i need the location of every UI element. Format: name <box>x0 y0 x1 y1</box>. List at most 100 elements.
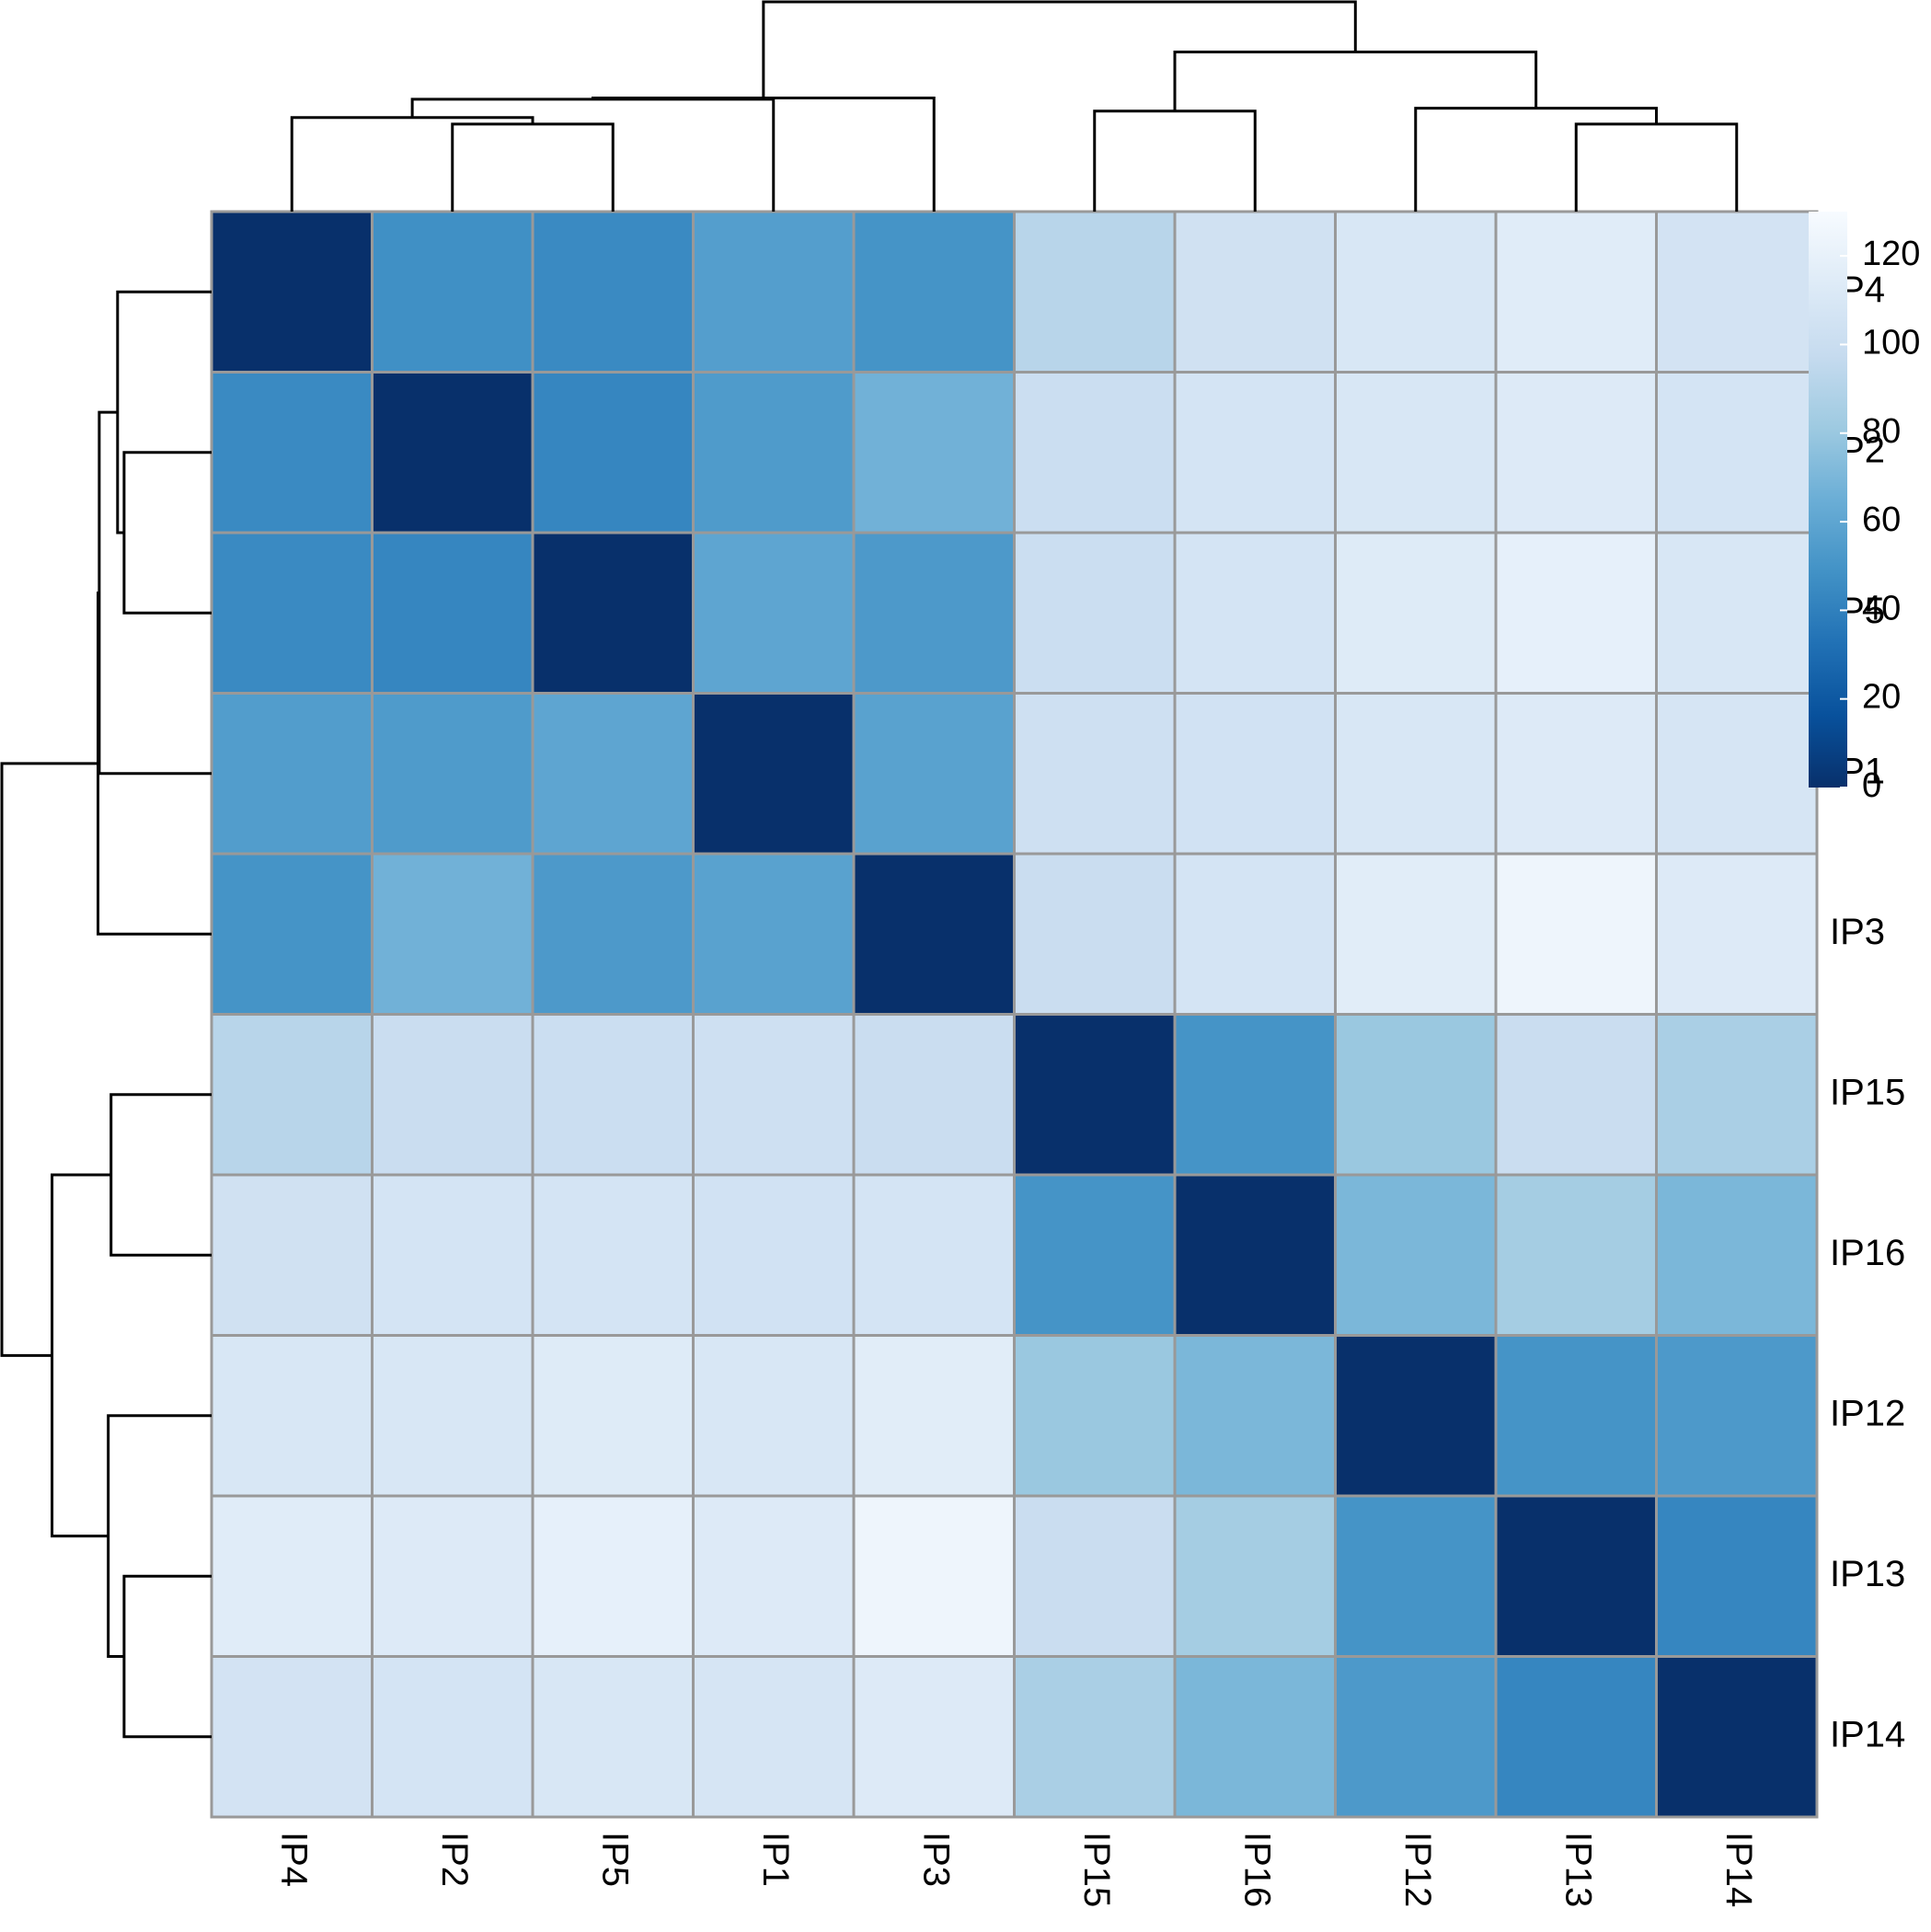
row-label: IP12 <box>1830 1393 1905 1433</box>
heatmap-cell <box>210 692 374 856</box>
heatmap-cell <box>692 210 856 374</box>
heatmap-cell <box>531 1173 695 1337</box>
heatmap-cell <box>1173 1494 1337 1658</box>
dendrogram-branch <box>410 98 776 212</box>
heatmap-cell <box>692 1013 856 1177</box>
heatmap-cell <box>1013 852 1177 1016</box>
dendrogram-branch <box>1093 109 1257 212</box>
dendrogram-branch <box>1173 51 1538 111</box>
heatmap-cell <box>852 1334 1016 1498</box>
heatmap-cell <box>1655 852 1819 1016</box>
heatmap-cell <box>210 852 374 1016</box>
legend-ticks: 0 20 40 60 80 100 120 <box>1840 235 1920 805</box>
heatmap-cell <box>1173 531 1337 695</box>
heatmap-cell <box>852 692 1016 856</box>
legend-tick-label: 120 <box>1862 235 1920 273</box>
heatmap-cell <box>371 1334 534 1498</box>
row-label: IP3 <box>1830 912 1885 952</box>
legend-tick-label: 20 <box>1862 678 1901 717</box>
heatmap-cell <box>531 1494 695 1658</box>
heatmap-cell <box>1494 531 1658 695</box>
heatmap-cell <box>1334 531 1498 695</box>
column-label: IP3 <box>916 1832 957 1887</box>
heatmap-cell <box>1173 1334 1337 1498</box>
heatmap-cell <box>1013 1173 1177 1337</box>
row-label: IP13 <box>1830 1554 1905 1594</box>
column-label: IP13 <box>1558 1832 1599 1907</box>
heatmap-cell <box>1173 1655 1337 1819</box>
legend-tick-label: 60 <box>1862 500 1901 539</box>
heatmap-cell <box>1655 1334 1819 1498</box>
heatmap-cell <box>1013 531 1177 695</box>
legend-tick-label: 100 <box>1862 323 1920 362</box>
heatmap-cell <box>1334 210 1498 374</box>
heatmap-cell <box>210 1013 374 1177</box>
dendrogram-branch <box>98 410 212 776</box>
dendrogram-branch <box>109 1093 212 1257</box>
heatmap-cell <box>1655 1013 1819 1177</box>
heatmap-cell <box>692 852 856 1016</box>
heatmap-cell <box>1173 692 1337 856</box>
heatmap-cell <box>1655 210 1819 374</box>
heatmap-cell <box>852 210 1016 374</box>
heatmap-cell <box>210 1655 374 1819</box>
heatmap-cell <box>371 692 534 856</box>
heatmap-cell <box>531 852 695 1016</box>
legend-tick-label: 40 <box>1862 589 1901 627</box>
heatmap-cell <box>1494 852 1658 1016</box>
heatmap-cell <box>371 531 534 695</box>
heatmap-cell <box>692 1655 856 1819</box>
heatmap-cell <box>1655 1173 1819 1337</box>
heatmap-cell <box>371 1494 534 1658</box>
heatmap-cell <box>1013 210 1177 374</box>
heatmap-cell <box>531 1334 695 1498</box>
heatmap-cell <box>692 1494 856 1658</box>
heatmap-cell <box>210 531 374 695</box>
heatmap-cell <box>1334 1013 1498 1177</box>
heatmap-cell <box>852 531 1016 695</box>
heatmap-cell <box>1494 1655 1658 1819</box>
heatmap-cell <box>1334 1334 1498 1498</box>
heatmap-cell <box>1655 531 1819 695</box>
dendrogram-branch <box>591 97 936 212</box>
heatmap-cell <box>1655 692 1819 856</box>
color-legend: 0 20 40 60 80 100 120 <box>1809 212 1920 805</box>
heatmap-cell <box>1173 371 1337 535</box>
column-label: IP14 <box>1718 1832 1759 1907</box>
heatmap-cell <box>371 1173 534 1337</box>
column-dendrogram <box>290 0 1739 212</box>
heatmap-cell <box>371 210 534 374</box>
heatmap-cell <box>531 210 695 374</box>
heatmap-cell <box>371 852 534 1016</box>
column-label: IP1 <box>755 1832 796 1887</box>
heatmap-cell <box>1013 1494 1177 1658</box>
row-label: IP16 <box>1830 1233 1905 1273</box>
heatmap-cell <box>852 371 1016 535</box>
row-label: IP15 <box>1830 1072 1905 1112</box>
heatmap-cell <box>1013 371 1177 535</box>
heatmap-cell <box>1494 1173 1658 1337</box>
heatmap-cell <box>1655 371 1819 535</box>
column-label: IP15 <box>1076 1832 1117 1907</box>
dendrogram-branch <box>1414 107 1658 212</box>
heatmap-cell <box>1013 1013 1177 1177</box>
heatmap-cell <box>692 1334 856 1498</box>
column-labels: IP4 IP2 IP5 IP1 IP3 IP15 IP16 IP12 IP13 IP14 <box>274 1832 1760 1907</box>
dendrogram-branch <box>107 1414 212 1658</box>
heatmap-cell <box>852 1013 1016 1177</box>
heatmap-cell <box>210 1173 374 1337</box>
heatmap-cell <box>1494 371 1658 535</box>
dendrogram-branch <box>0 762 98 1357</box>
dendrogram-branch <box>1574 122 1739 212</box>
heatmap-cell <box>1494 1013 1658 1177</box>
row-dendrogram <box>0 290 212 1739</box>
heatmap-cell <box>1013 1334 1177 1498</box>
dendrogram-branch <box>122 1574 212 1739</box>
dendrogram-branch <box>51 1173 111 1538</box>
heatmap-cell <box>371 371 534 535</box>
heatmap-cell <box>1334 1173 1498 1337</box>
dendrogram-branch <box>762 0 1357 98</box>
heatmap-cell <box>852 1173 1016 1337</box>
heatmap-cell <box>1334 1655 1498 1819</box>
